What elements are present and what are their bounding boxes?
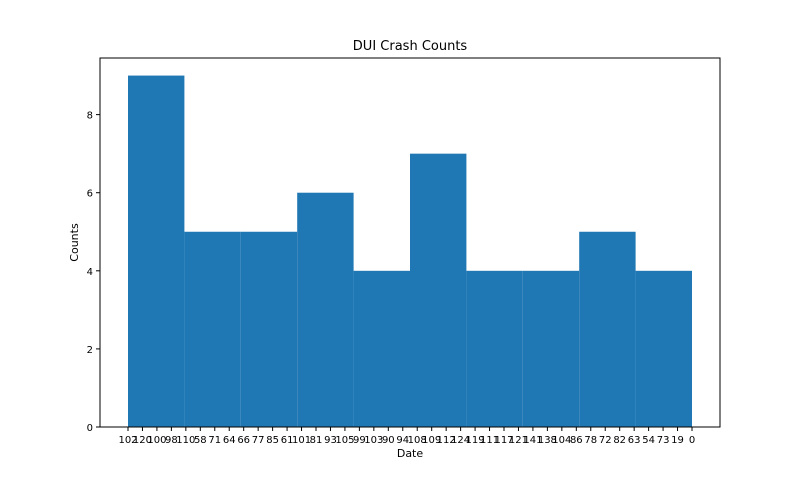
x-tick-label-36: 54 bbox=[642, 435, 655, 446]
x-tick-label-27: 121 bbox=[509, 435, 528, 446]
x-tick-label-37: 73 bbox=[657, 435, 670, 446]
x-axis-label: Date bbox=[397, 447, 424, 460]
x-tick-label-15: 105 bbox=[335, 435, 354, 446]
x-tick-label-12: 101 bbox=[292, 435, 311, 446]
x-tick-label-1: 120 bbox=[133, 435, 152, 446]
x-tick-label-33: 72 bbox=[599, 435, 612, 446]
bar-0 bbox=[128, 75, 185, 428]
chart-title: DUI Crash Counts bbox=[353, 39, 468, 54]
x-tick-label-18: 90 bbox=[382, 435, 395, 446]
bar-9 bbox=[635, 270, 692, 427]
y-tick-label-1: 2 bbox=[87, 345, 93, 356]
x-tick-label-17: 103 bbox=[364, 435, 383, 446]
bar-7 bbox=[522, 270, 580, 427]
x-tick-label-14: 93 bbox=[324, 435, 337, 446]
x-tick-label-2: 100 bbox=[147, 435, 166, 446]
bars-group bbox=[128, 75, 692, 428]
y-tick-label-2: 4 bbox=[87, 267, 93, 278]
y-axis-label: Counts bbox=[68, 223, 81, 262]
bar-3 bbox=[297, 192, 354, 427]
x-tick-label-32: 78 bbox=[584, 435, 597, 446]
x-tick-label-25: 111 bbox=[480, 435, 499, 446]
x-tick-label-5: 58 bbox=[194, 435, 207, 446]
x-tick-label-23: 124 bbox=[451, 435, 470, 446]
x-tick-label-8: 66 bbox=[237, 435, 250, 446]
x-tick-label-39: 0 bbox=[689, 435, 695, 446]
bar-5 bbox=[410, 153, 467, 427]
y-tick-label-3: 6 bbox=[87, 189, 93, 200]
x-tick-label-11: 61 bbox=[281, 435, 294, 446]
x-tick-label-30: 104 bbox=[552, 435, 571, 446]
x-tick-label-13: 81 bbox=[310, 435, 323, 446]
x-tick-label-34: 82 bbox=[613, 435, 626, 446]
y-axis: 0 2 4 6 8 bbox=[87, 111, 100, 434]
bar-6 bbox=[466, 270, 523, 427]
y-tick-label-0: 0 bbox=[87, 423, 93, 434]
x-tick-label-21: 109 bbox=[422, 435, 441, 446]
bar-1 bbox=[184, 231, 241, 427]
x-tick-label-9: 77 bbox=[252, 435, 265, 446]
x-tick-label-20: 108 bbox=[408, 435, 427, 446]
x-tick-label-35: 63 bbox=[628, 435, 641, 446]
x-tick-label-31: 86 bbox=[570, 435, 583, 446]
x-tick-label-6: 71 bbox=[208, 435, 221, 446]
x-tick-label-22: 112 bbox=[437, 435, 456, 446]
bar-8 bbox=[579, 231, 636, 427]
bar-2 bbox=[240, 231, 298, 427]
x-tick-label-28: 141 bbox=[523, 435, 542, 446]
x-tick-label-26: 117 bbox=[494, 435, 513, 446]
x-tick-label-24: 119 bbox=[466, 435, 485, 446]
y-tick-label-4: 8 bbox=[87, 111, 93, 122]
bar-4 bbox=[353, 270, 410, 427]
x-tick-label-38: 19 bbox=[671, 435, 684, 446]
x-tick-label-16: 99 bbox=[353, 435, 366, 446]
x-tick-label-19: 94 bbox=[396, 435, 409, 446]
x-tick-label-29: 138 bbox=[538, 435, 557, 446]
x-tick-label-10: 85 bbox=[266, 435, 279, 446]
x-tick-label-3: 98 bbox=[165, 435, 178, 446]
plot-frame bbox=[99, 57, 721, 428]
x-tick-label-7: 64 bbox=[223, 435, 236, 446]
x-tick-label-4: 110 bbox=[176, 435, 195, 446]
x-tick-label-0: 102 bbox=[118, 435, 137, 446]
